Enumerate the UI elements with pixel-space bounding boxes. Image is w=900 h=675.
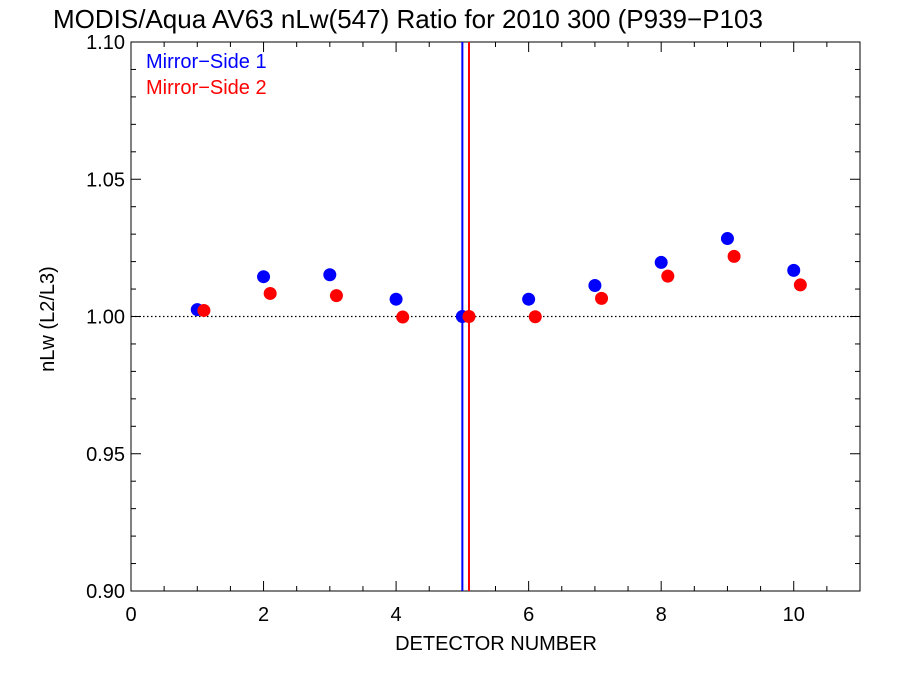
legend-entry: Mirror−Side 2 [146, 77, 267, 99]
y-tick-label: 0.95 [86, 444, 125, 466]
plot-area: 0 2 4 6 8 10 0.90 0.95 1.00 1.05 1.10 [86, 32, 861, 626]
data-point-series-1 [323, 268, 337, 282]
y-tick-label: 0.90 [86, 581, 125, 603]
data-point-series-1 [522, 292, 536, 306]
chart-title: MODIS/Aqua AV63 nLw(547) Ratio for 2010 … [53, 4, 763, 34]
y-tick-label: 1.05 [86, 169, 125, 191]
data-point-series-1 [588, 278, 602, 292]
x-axis-label: DETECTOR NUMBER [395, 633, 597, 655]
x-tick-label: 6 [523, 604, 534, 626]
data-point-series-1 [654, 255, 668, 269]
data-point-series-2 [727, 249, 741, 263]
x-tick-label: 2 [258, 604, 269, 626]
data-point-series-2 [197, 303, 211, 317]
data-point-series-2 [661, 269, 675, 283]
data-point-series-1 [389, 292, 403, 306]
data-point-series-2 [396, 310, 410, 324]
x-tick-label: 10 [783, 604, 805, 626]
x-tick-label: 8 [656, 604, 667, 626]
y-tick-label: 1.10 [86, 32, 125, 54]
legend-entry: Mirror−Side 1 [146, 51, 267, 73]
y-tick-label: 1.00 [86, 307, 125, 329]
legend: Mirror−Side 1 Mirror−Side 2 [146, 51, 267, 99]
data-point-series-2 [793, 278, 807, 292]
data-point-series-1 [257, 270, 271, 284]
x-tick-label: 4 [391, 604, 402, 626]
data-point-series-2 [462, 310, 476, 323]
data-point-series-2 [329, 289, 343, 303]
data-point-series-1 [787, 263, 801, 277]
x-tick-label: 0 [125, 604, 136, 626]
data-point-series-2 [528, 310, 542, 324]
y-axis-label: nLw (L2/L3) [37, 266, 59, 372]
data-point-series-2 [263, 286, 277, 300]
data-point-series-2 [595, 291, 609, 305]
data-point-series-1 [720, 232, 734, 246]
